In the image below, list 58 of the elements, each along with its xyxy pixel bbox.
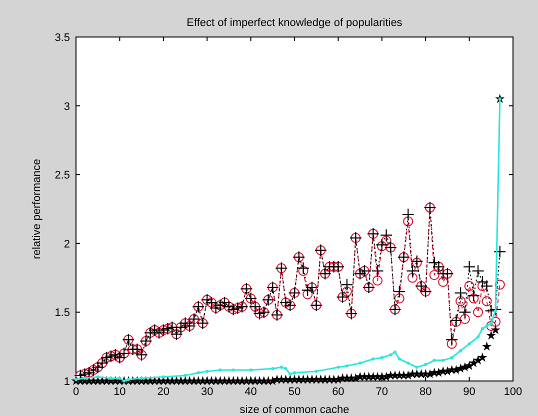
point (398, 357, 402, 361)
point (490, 322, 493, 325)
x-tick-label: 30 (200, 386, 214, 398)
x-tick-label: 70 (376, 386, 388, 398)
point (480, 327, 484, 330)
y-tick-label: 3.5 (54, 32, 70, 44)
point (83, 376, 86, 380)
x-tick-label: 40 (244, 386, 257, 398)
point (314, 370, 318, 373)
point (406, 361, 410, 365)
chart-title: Effect of imperfect knowledge of popularities (186, 17, 403, 29)
point (485, 324, 488, 328)
point (249, 368, 252, 372)
y-tick-label: 1 (64, 376, 70, 388)
x-tick-label: 100 (504, 386, 522, 398)
point (468, 342, 471, 346)
point (358, 361, 362, 365)
x-tick-label: 90 (463, 386, 476, 398)
point (271, 366, 274, 370)
point (292, 371, 296, 374)
point (162, 375, 166, 378)
y-tick-label: 2.5 (54, 170, 70, 182)
x-tick-label: 10 (114, 386, 126, 398)
point (389, 353, 392, 356)
x-tick-label: 20 (157, 386, 170, 398)
point (196, 371, 200, 374)
y-tick-label: 3 (64, 100, 70, 113)
point (336, 366, 340, 369)
y-tick-label: 2 (64, 238, 70, 250)
point (140, 376, 144, 380)
point (476, 335, 480, 339)
point (232, 368, 235, 372)
x-tick-label: 60 (332, 386, 344, 398)
point (372, 357, 375, 361)
x-tick-label: 80 (419, 386, 432, 398)
point (218, 368, 222, 372)
point (432, 358, 436, 362)
point (494, 309, 498, 312)
point (280, 366, 284, 369)
point (96, 375, 100, 378)
point (424, 362, 428, 366)
point (393, 350, 397, 354)
y-axis-title: relative performance (31, 158, 43, 260)
y-tick-label: 1.5 (54, 307, 70, 320)
point (184, 374, 187, 378)
x-axis-title: size of common cache (240, 404, 350, 416)
x-tick-label: 0 (72, 386, 80, 398)
point (441, 358, 445, 362)
point (288, 372, 292, 376)
point (205, 370, 209, 373)
point (415, 366, 418, 369)
point (380, 356, 384, 360)
x-tick-label: 50 (288, 386, 301, 398)
point (345, 364, 349, 368)
point (458, 349, 462, 352)
point (284, 366, 288, 370)
point (109, 376, 113, 380)
point (450, 356, 454, 360)
